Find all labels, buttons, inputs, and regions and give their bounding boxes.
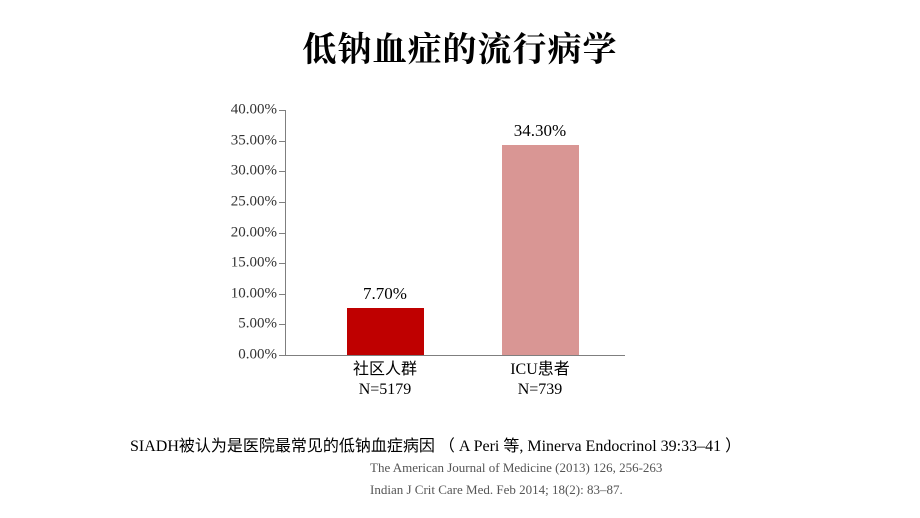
y-tick xyxy=(279,355,285,356)
y-tick-label: 0.00% xyxy=(238,347,277,364)
y-tick-label: 10.00% xyxy=(231,285,277,302)
y-tick xyxy=(279,171,285,172)
category-label-line2: N=5179 xyxy=(359,381,412,398)
slide: 低钠血症的流行病学 7.70% 34.30% 0.00% 5.00% 10.00% 15… xyxy=(0,0,920,518)
y-tick xyxy=(279,141,285,142)
bar xyxy=(347,308,424,355)
category-label: 社区人群 N=5179 xyxy=(317,360,454,400)
y-tick-label: 30.00% xyxy=(231,163,277,180)
y-tick-label: 35.00% xyxy=(231,132,277,149)
category-label-line1: 社区人群 xyxy=(353,361,417,378)
page-title: 低钠血症的流行病学 xyxy=(0,22,920,71)
y-tick xyxy=(279,294,285,295)
y-tick-label: 40.00% xyxy=(231,102,277,119)
y-tick xyxy=(279,263,285,264)
category-label-line1: ICU患者 xyxy=(510,361,570,378)
y-tick xyxy=(279,202,285,203)
footnote-main: SIADH被认为是医院最常见的低钠血症病因 （ A Peri 等, Minerv… xyxy=(130,432,741,456)
y-tick-label: 25.00% xyxy=(231,193,277,210)
y-tick-label: 5.00% xyxy=(238,316,277,333)
footnote-ref-1: The American Journal of Medicine (2013) … xyxy=(370,460,662,476)
bar-value-label: 7.70% xyxy=(317,284,454,304)
y-tick-label: 20.00% xyxy=(231,224,277,241)
x-axis xyxy=(285,355,625,356)
y-tick-label: 15.00% xyxy=(231,255,277,272)
plot-area: 7.70% 34.30% xyxy=(285,110,625,355)
bar xyxy=(502,145,579,355)
bar-value-label: 34.30% xyxy=(472,121,609,141)
category-label: ICU患者 N=739 xyxy=(472,360,609,400)
y-tick xyxy=(279,233,285,234)
y-tick xyxy=(279,324,285,325)
category-label-line2: N=739 xyxy=(518,381,563,398)
revenue-chart: 7.70% 34.30% 0.00% 5.00% 10.00% 15.00% 20.00%… xyxy=(195,110,625,410)
footnote-ref-2: Indian J Crit Care Med. Feb 2014; 18(2):… xyxy=(370,482,623,498)
y-tick xyxy=(279,110,285,111)
